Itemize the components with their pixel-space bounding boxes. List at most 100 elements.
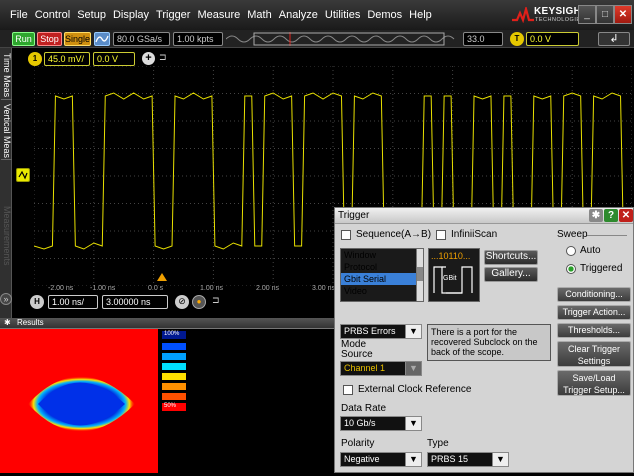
tab-measurements[interactable]: Measurements bbox=[2, 205, 12, 266]
fit-icon[interactable]: ↲ bbox=[598, 32, 630, 46]
stop-button[interactable]: Stop bbox=[37, 32, 62, 46]
horizontal-badge[interactable]: H bbox=[30, 295, 44, 309]
keysight-logo: KEYSIGHT TECHNOLOGIES bbox=[512, 4, 587, 26]
left-side-tabs: Time Meas Vertical Meas Measurements » bbox=[0, 48, 12, 318]
sample-rate-field[interactable]: 80.0 GSa/s bbox=[113, 32, 170, 46]
minimize-button[interactable]: _ bbox=[578, 5, 596, 24]
menu-math[interactable]: Math bbox=[247, 9, 272, 21]
data-rate-value: 10 Gb/s bbox=[344, 418, 376, 428]
type-value: PRBS 15 bbox=[431, 454, 469, 464]
trigger-position-marker-icon[interactable] bbox=[157, 273, 167, 281]
time-tick-label: -2.00 ns bbox=[48, 285, 74, 292]
channel-1-badge[interactable]: 1 bbox=[28, 52, 42, 66]
menu-setup[interactable]: Setup bbox=[77, 9, 106, 21]
sweep-triggered-radio[interactable] bbox=[566, 264, 576, 274]
tab-time-meas[interactable]: Time Meas bbox=[1, 52, 12, 100]
mode-label: Mode bbox=[341, 339, 367, 350]
sweep-triggered-label: Triggered bbox=[580, 263, 623, 274]
toolbar: Run Stop Single 80.0 GSa/s 1.00 kpts 33.… bbox=[0, 30, 634, 57]
sweep-label: Sweep bbox=[557, 229, 588, 240]
menu-analyze[interactable]: Analyze bbox=[278, 9, 318, 21]
trigger-type-item[interactable]: Window bbox=[344, 250, 377, 260]
preview-pattern: ...10110... bbox=[431, 251, 471, 261]
zoom-icon[interactable]: ⊘ bbox=[175, 295, 189, 309]
tab-vertical-meas[interactable]: Vertical Meas bbox=[1, 104, 12, 160]
chevron-down-icon: ▼ bbox=[492, 453, 508, 466]
chevron-down-icon: ▼ bbox=[405, 325, 421, 338]
horizontal-pin-icon[interactable]: ⊐ bbox=[212, 295, 220, 305]
run-button[interactable]: Run bbox=[12, 32, 35, 46]
trigger-type-item[interactable]: Video bbox=[344, 286, 367, 296]
eye-diagram-heatmap bbox=[0, 329, 158, 473]
shortcuts-button[interactable]: Shortcuts... bbox=[484, 250, 538, 265]
clear-trigger-settings-button[interactable]: Clear Trigger Settings bbox=[557, 341, 631, 367]
time-tick-label: 3.00 ns bbox=[312, 285, 335, 292]
close-window-button[interactable]: ✕ bbox=[614, 5, 632, 24]
source-select[interactable]: Channel 1 ▼ bbox=[340, 361, 422, 376]
single-button[interactable]: Single bbox=[64, 32, 91, 46]
bandwidth-field[interactable]: 33.0 GHz bbox=[463, 32, 503, 57]
menu-demos[interactable]: Demos bbox=[367, 9, 403, 21]
channel-1-scale-field[interactable]: 45.0 mV/ bbox=[44, 52, 90, 66]
source-label: Source bbox=[341, 349, 373, 360]
expand-tabs-icon[interactable]: » bbox=[0, 293, 12, 305]
sweep-divider bbox=[587, 235, 627, 236]
data-rate-select[interactable]: 10 Gb/s ▼ bbox=[340, 416, 422, 431]
trigger-type-item-selected[interactable]: Gbit Serial bbox=[341, 273, 423, 285]
time-tick-label: -1.00 ns bbox=[90, 285, 116, 292]
type-label: Type bbox=[427, 438, 449, 449]
preview-label: GBit bbox=[443, 275, 457, 282]
gallery-button[interactable]: Gallery... bbox=[484, 267, 538, 282]
autoscale-button[interactable] bbox=[94, 32, 110, 46]
trigger-level-field[interactable]: 0.0 V bbox=[526, 32, 579, 46]
channel-pin-icon[interactable]: ⊐ bbox=[159, 52, 167, 62]
polarity-label: Polarity bbox=[341, 438, 375, 449]
trigger-dialog-title: Trigger bbox=[335, 208, 633, 224]
logo-sub: TECHNOLOGIES bbox=[535, 17, 585, 23]
gbit-waveform-icon bbox=[433, 266, 473, 294]
sequence-checkbox[interactable] bbox=[341, 230, 351, 240]
infiniiscan-checkbox[interactable] bbox=[436, 230, 446, 240]
trigger-preview: ...10110... GBit bbox=[428, 248, 480, 302]
sweep-auto-radio[interactable] bbox=[566, 246, 576, 256]
thresholds-button[interactable]: Thresholds... bbox=[557, 323, 631, 338]
menu-utilities[interactable]: Utilities bbox=[324, 9, 361, 21]
horizontal-scale-field[interactable]: 1.00 ns/ bbox=[48, 295, 98, 309]
data-rate-label: Data Rate bbox=[341, 403, 387, 414]
dialog-settings-icon[interactable]: ✱ bbox=[589, 209, 603, 222]
dialog-help-icon[interactable]: ? bbox=[604, 209, 618, 222]
trigger-badge: T bbox=[510, 32, 524, 46]
trigger-type-item[interactable]: Protocol bbox=[344, 262, 378, 272]
results-gear-icon[interactable]: ✱ bbox=[4, 318, 11, 327]
menu-control[interactable]: Control bbox=[34, 9, 71, 21]
trigger-type-scrollbar[interactable] bbox=[416, 249, 423, 301]
mode-select[interactable]: PRBS Errors ▼ bbox=[340, 324, 422, 339]
infiniiscan-label: InfiniiScan bbox=[451, 229, 498, 240]
memory-depth-field[interactable]: 1.00 kpts bbox=[173, 32, 223, 46]
menu-trigger[interactable]: Trigger bbox=[156, 9, 191, 21]
time-tick-label: 1.00 ns bbox=[200, 285, 223, 292]
maximize-icon: □ bbox=[601, 9, 609, 20]
waveform-grid bbox=[34, 66, 632, 286]
horizontal-position-field[interactable]: 3.00000 ns bbox=[102, 295, 168, 309]
trigger-action-button[interactable]: Trigger Action... bbox=[557, 305, 631, 320]
dialog-close-icon[interactable]: ✕ bbox=[619, 209, 633, 222]
channel-1-offset-field[interactable]: 0.0 V bbox=[93, 52, 135, 66]
measure-add-icon[interactable] bbox=[16, 168, 30, 182]
delay-icon[interactable]: ● bbox=[192, 295, 206, 309]
autoscale-icon bbox=[95, 35, 109, 43]
type-select[interactable]: PRBS 15 ▼ bbox=[427, 452, 509, 467]
menu-display[interactable]: Display bbox=[112, 9, 150, 21]
save-load-trigger-setup-button[interactable]: Save/Load Trigger Setup... bbox=[557, 370, 631, 396]
trigger-type-list[interactable]: Window Protocol Gbit Serial Video bbox=[340, 248, 424, 302]
maximize-button[interactable]: □ bbox=[596, 5, 614, 24]
conditioning-button[interactable]: Conditioning... bbox=[557, 287, 631, 302]
menu-measure[interactable]: Measure bbox=[197, 9, 241, 21]
source-value: Channel 1 bbox=[344, 363, 386, 373]
menu-help[interactable]: Help bbox=[409, 9, 432, 21]
add-channel-icon[interactable]: + bbox=[142, 52, 155, 65]
menu-file[interactable]: File bbox=[10, 9, 28, 21]
polarity-select[interactable]: Negative ▼ bbox=[340, 452, 422, 467]
chevron-down-icon: ▼ bbox=[405, 417, 421, 430]
external-clock-checkbox[interactable] bbox=[343, 385, 353, 395]
